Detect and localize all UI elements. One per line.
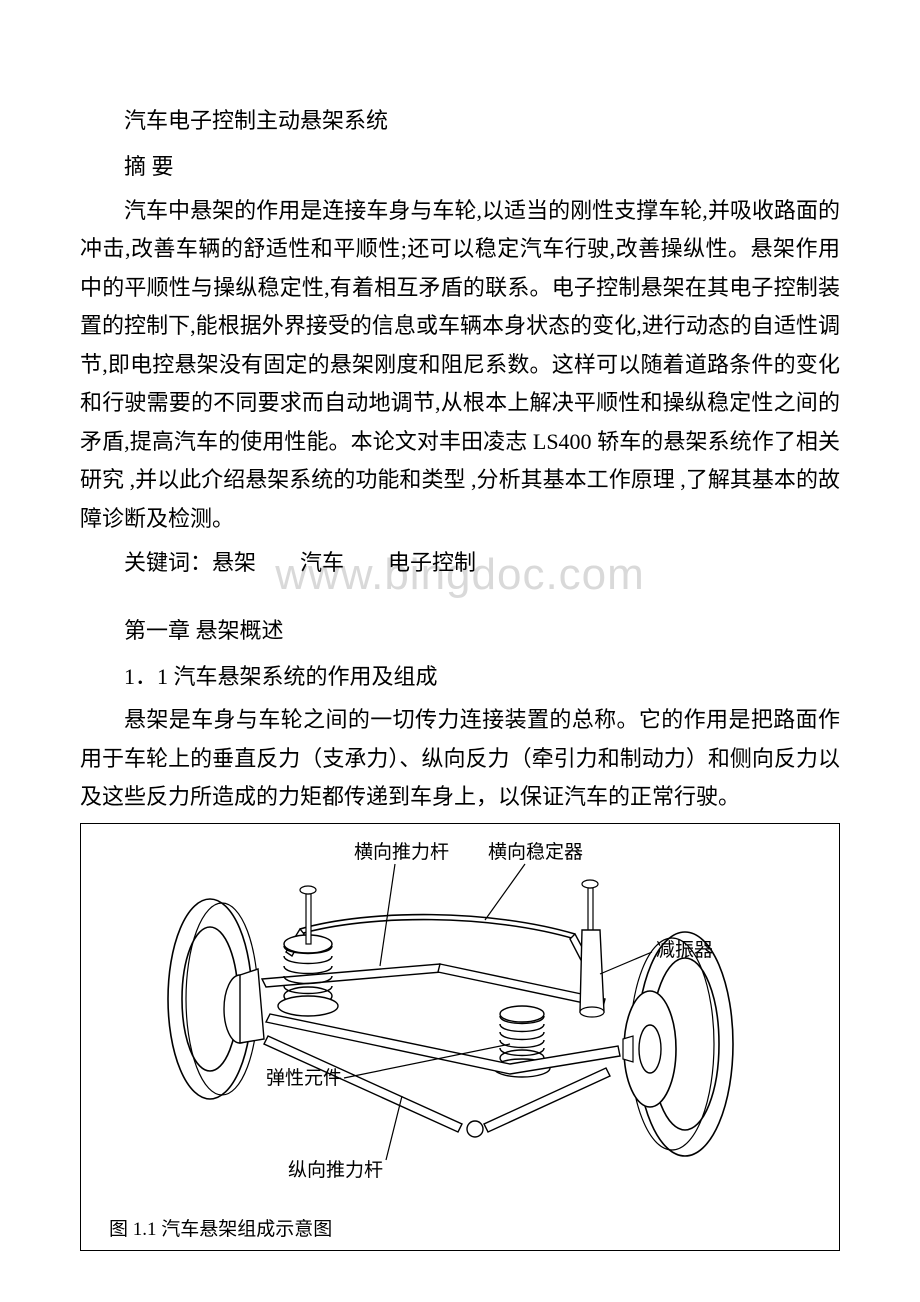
right-wheel-icon [623,932,733,1156]
figure-caption: 图 1.1 汽车悬架组成示意图 [81,1214,839,1251]
figure-1-1: 横向推力杆 横向稳定器 减振器 弹性元件 纵向推力杆 图 1.1 汽车悬架组成示… [80,823,840,1252]
label-longitudinal-thrust: 纵向推力杆 [288,1159,383,1181]
label-leader-lines [344,864,652,1160]
suspension-diagram: 横向推力杆 横向稳定器 减振器 弹性元件 纵向推力杆 [81,824,839,1214]
page-content: 汽车电子控制主动悬架系统 摘 要 汽车中悬架的作用是连接车身与车轮,以适当的刚性… [80,100,840,1251]
chapter-1-title: 第一章 悬架概述 [80,610,840,652]
abstract-label: 摘 要 [80,146,840,188]
label-stabilizer: 横向稳定器 [488,841,583,863]
label-elastic-element: 弹性元件 [266,1067,342,1089]
document-title: 汽车电子控制主动悬架系统 [80,100,840,142]
figure-inner: 横向推力杆 横向稳定器 减振器 弹性元件 纵向推力杆 图 1.1 汽车悬架组成示… [81,824,839,1251]
section-1-1-body: 悬架是车身与车轮之间的一切传力连接装置的总称。它的作用是把路面作用于车轮上的垂直… [80,701,840,817]
abstract-body: 汽车中悬架的作用是连接车身与车轮,以适当的刚性支撑车轮,并吸收路面的冲击,改善车… [80,192,840,539]
keywords-line: 关键词：悬架 汽车 电子控制 [80,542,840,584]
keywords-label: 关键词： [124,550,212,575]
right-shock-absorber-icon [580,880,604,1017]
keywords-value: 悬架 汽车 电子控制 [212,550,476,575]
left-wheel-icon [168,899,264,1099]
section-1-1-title: 1．1 汽车悬架系统的作用及组成 [80,656,840,698]
suspension-svg: 横向推力杆 横向稳定器 减振器 弹性元件 纵向推力杆 [90,824,830,1214]
label-lateral-thrust: 横向推力杆 [354,841,449,863]
label-shock-absorber: 减振器 [656,939,713,961]
